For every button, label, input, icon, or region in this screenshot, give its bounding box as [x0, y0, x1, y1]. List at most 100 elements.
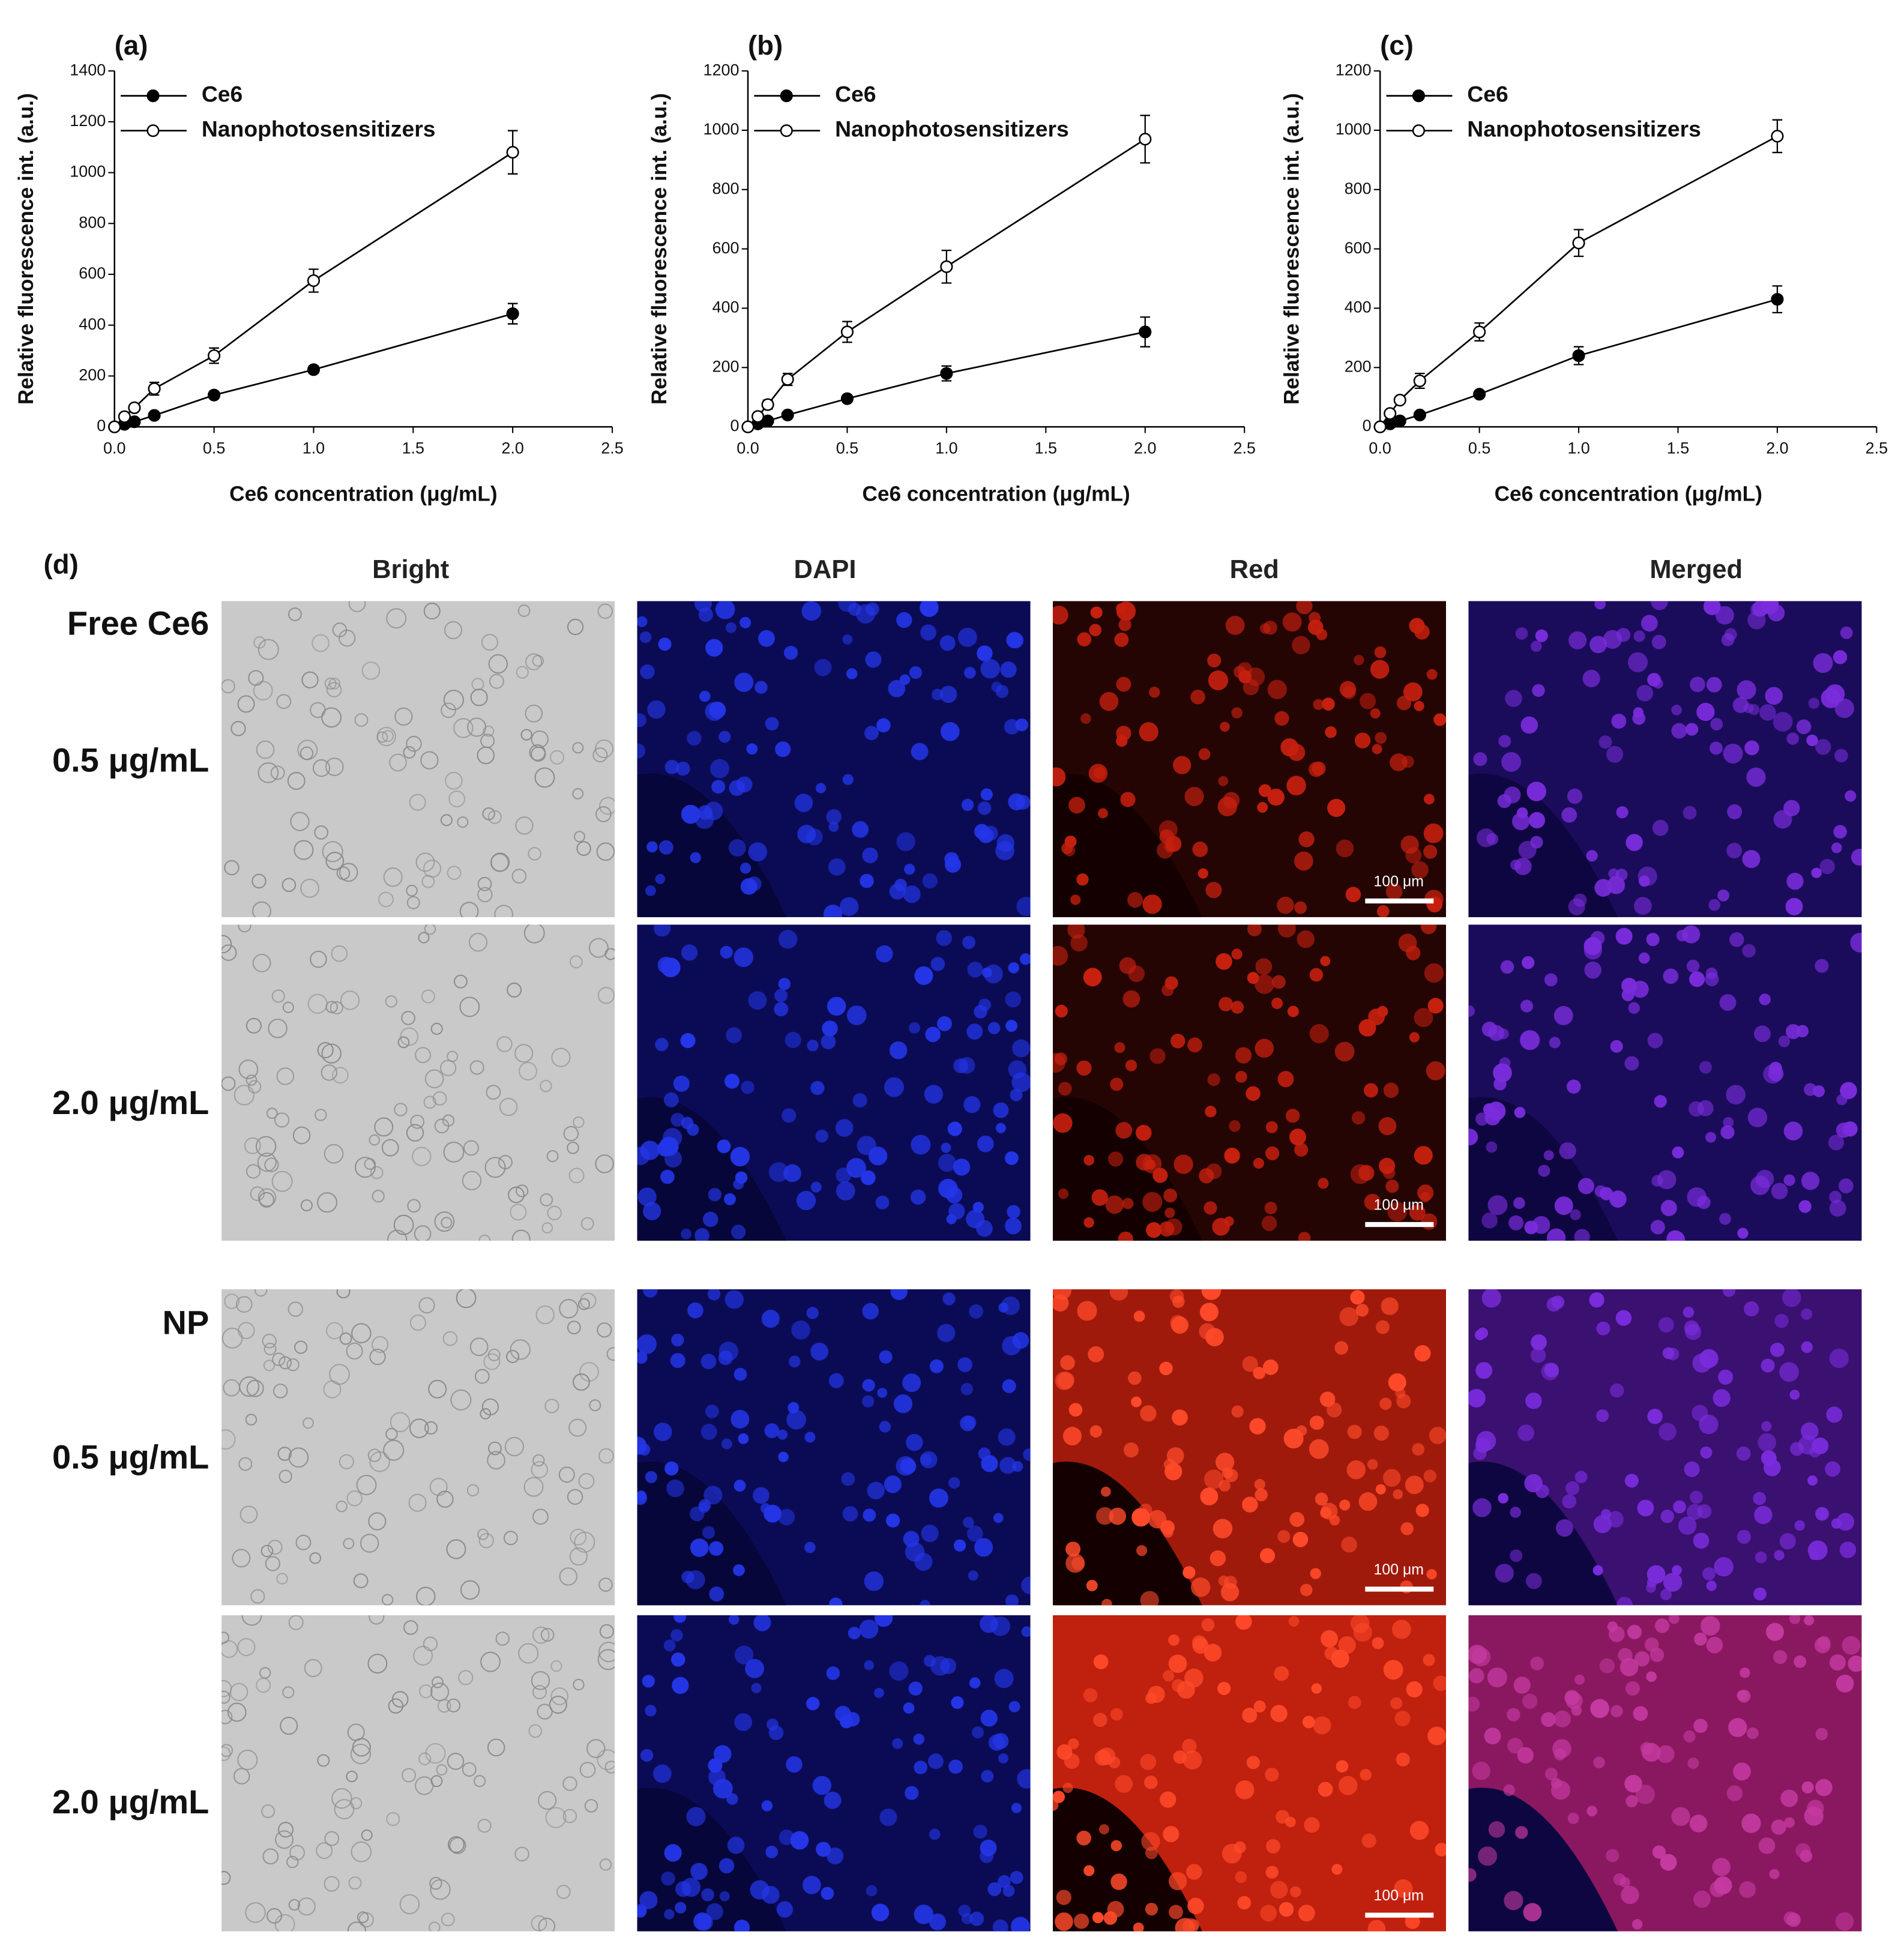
cell [836, 1181, 855, 1200]
cell [1574, 1674, 1585, 1685]
cell [360, 1534, 379, 1553]
cell [1016, 795, 1031, 810]
cell [1651, 634, 1666, 649]
cell [1274, 711, 1289, 726]
cell [1052, 1294, 1069, 1312]
cell [568, 1167, 585, 1184]
cell [1352, 1111, 1366, 1125]
cell [977, 645, 993, 661]
cell [939, 635, 956, 651]
cell [1507, 1738, 1523, 1754]
cell [1574, 1229, 1590, 1241]
cell [864, 1571, 884, 1591]
cell [1187, 1897, 1204, 1915]
cell [1789, 1390, 1800, 1400]
empty-region [1052, 1097, 1202, 1241]
cell [1690, 676, 1705, 693]
cell [1068, 1738, 1079, 1750]
cell [446, 1539, 466, 1559]
cell [727, 1836, 745, 1854]
cell [1412, 1443, 1425, 1456]
cell [1535, 629, 1548, 642]
cell [406, 735, 422, 752]
cell [254, 1289, 268, 1297]
cell [559, 1567, 577, 1586]
cell [992, 1919, 1008, 1932]
data-point [781, 373, 794, 386]
cell [1786, 873, 1804, 890]
cell [606, 1347, 615, 1361]
cell [570, 955, 583, 969]
cell [877, 1388, 888, 1398]
cell [271, 989, 285, 1003]
cell [1833, 650, 1848, 664]
cell [1005, 1217, 1022, 1235]
cell [421, 989, 435, 1004]
cell [1486, 1141, 1498, 1153]
cell [592, 747, 608, 763]
cell [815, 1130, 828, 1143]
cell [1092, 1912, 1104, 1924]
cell [1011, 1803, 1022, 1813]
cell [1836, 1513, 1855, 1531]
cell [866, 1885, 878, 1897]
cell [1376, 905, 1390, 917]
cell [406, 1124, 424, 1142]
cell [1499, 1057, 1511, 1069]
cell [246, 1017, 262, 1034]
cell [503, 1531, 518, 1546]
cell [550, 1687, 569, 1705]
data-point [1473, 325, 1486, 339]
cell [347, 1921, 367, 1932]
cell [1713, 1389, 1731, 1407]
cell [1710, 741, 1723, 755]
cell [418, 1684, 433, 1699]
cell [326, 1322, 343, 1340]
cell [1723, 1116, 1734, 1128]
cell [995, 1122, 1006, 1133]
y-tick-label: 1400 [70, 61, 106, 79]
cell [237, 695, 255, 713]
cell [1719, 994, 1737, 1011]
cell [1504, 786, 1521, 804]
cell [929, 1913, 947, 1930]
cell [361, 661, 381, 680]
cell [690, 1863, 708, 1881]
cell [778, 1508, 795, 1526]
cell [748, 991, 767, 1010]
cell [699, 690, 711, 702]
cell [1638, 952, 1650, 964]
cell [1367, 1920, 1386, 1932]
cell [719, 1342, 738, 1361]
cell [266, 1107, 278, 1119]
data-point [1413, 408, 1426, 421]
cell [1633, 630, 1645, 642]
cell [1311, 1683, 1322, 1694]
cell [1161, 984, 1174, 996]
cell [1400, 835, 1419, 854]
cell [486, 1085, 501, 1100]
cell [1019, 953, 1031, 965]
cell [256, 740, 275, 759]
cell [1140, 1591, 1159, 1606]
cell [670, 1112, 685, 1127]
cell [1270, 1881, 1288, 1899]
cell [1062, 1783, 1073, 1794]
cell [1173, 756, 1192, 774]
cell [1405, 1475, 1424, 1495]
cell [381, 1594, 394, 1606]
cell [496, 1036, 513, 1052]
cell [875, 945, 893, 963]
chart-title: (a) [115, 30, 148, 61]
cell [599, 1624, 614, 1639]
cell [1136, 1545, 1148, 1556]
cell [1375, 732, 1387, 744]
data-point [208, 388, 221, 402]
cell [1773, 711, 1793, 732]
cell [1116, 676, 1131, 692]
cell [1073, 1913, 1089, 1929]
cell [936, 930, 952, 947]
cell [1689, 1490, 1703, 1504]
y-tick-label: 200 [79, 366, 106, 384]
cell [723, 1193, 736, 1205]
